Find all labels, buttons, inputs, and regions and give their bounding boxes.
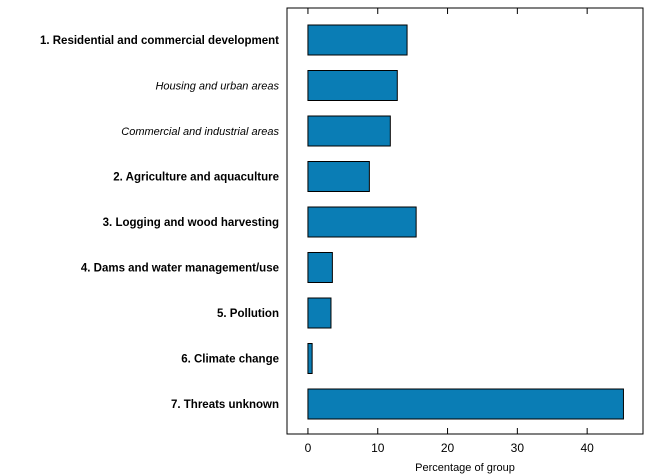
bar-6 (307, 252, 333, 283)
category-label-8: 6. Climate change (181, 354, 279, 366)
bar-1 (307, 24, 408, 56)
x-tick-label-40: 40 (580, 441, 594, 455)
x-tick-label-10: 10 (371, 441, 385, 455)
bar-4 (307, 161, 370, 192)
x-tick-labels: 0 10 20 30 40 (305, 441, 595, 455)
category-label-4: 2. Agriculture and aquaculture (113, 172, 279, 184)
x-axis-title: Percentage of group (415, 462, 515, 474)
bar-7 (307, 297, 332, 329)
category-label-2: Housing and urban areas (155, 81, 279, 93)
category-labels: 1. Residential and commercial developmen… (40, 35, 280, 411)
x-tick-label-30: 30 (511, 441, 525, 455)
category-label-5: 3. Logging and wood harvesting (103, 217, 279, 229)
category-label-1: 1. Residential and commercial developmen… (40, 35, 279, 47)
category-label-3: Commercial and industrial areas (121, 126, 279, 138)
bar-3 (307, 115, 391, 147)
bar-5 (307, 206, 417, 238)
plot-frame (286, 7, 644, 435)
bar-9 (307, 388, 624, 420)
category-label-7: 5. Pollution (217, 308, 279, 320)
category-label-9: 7. Threats unknown (171, 399, 279, 411)
top-ticks (307, 8, 588, 14)
x-tick-label-20: 20 (441, 441, 455, 455)
category-label-6: 4. Dams and water management/use (81, 263, 279, 275)
bar-2 (307, 70, 398, 101)
bar-8 (307, 343, 313, 374)
bars-group (307, 24, 624, 420)
bottom-ticks (307, 428, 588, 434)
x-tick-label-0: 0 (305, 441, 312, 455)
